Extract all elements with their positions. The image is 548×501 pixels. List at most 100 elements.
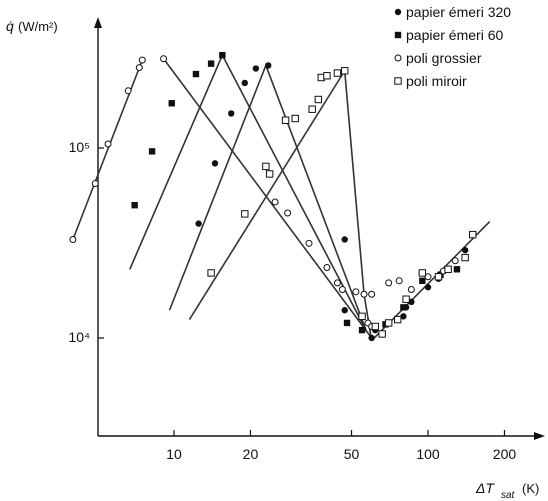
data-point <box>138 56 146 64</box>
data-point <box>160 55 168 63</box>
data-point <box>358 312 366 321</box>
data-point <box>469 230 477 239</box>
data-point <box>378 330 386 338</box>
data-point <box>333 69 342 77</box>
data-point <box>305 239 313 247</box>
trend-line <box>363 294 373 341</box>
data-point <box>395 277 403 285</box>
data-point <box>338 285 346 293</box>
data-point <box>265 62 272 69</box>
y-axis-arrowhead <box>94 17 102 28</box>
x-axis-unit: (K) <box>522 481 539 496</box>
data-point <box>281 116 290 124</box>
data-point <box>402 295 410 303</box>
x-axis-symbol: ΔT <box>475 480 495 496</box>
x-tick-label: 50 <box>344 446 360 462</box>
data-point <box>91 180 99 188</box>
data-point <box>358 326 366 334</box>
data-point <box>69 235 77 243</box>
trend-line <box>265 65 367 331</box>
data-point <box>228 110 235 117</box>
data-point <box>192 70 200 78</box>
y-tick-label: 10⁴ <box>68 329 90 345</box>
x-axis-ticks: 102050100200500 <box>166 430 517 462</box>
data-point <box>424 273 432 281</box>
data-point <box>207 60 215 67</box>
trend-lines <box>72 54 491 342</box>
data-point <box>124 87 132 95</box>
legend: papier émeri 320 papier émeri 60 poli gros… <box>394 4 511 89</box>
data-point <box>385 279 393 287</box>
trend-line <box>188 70 346 321</box>
data-points <box>69 51 477 342</box>
data-point <box>211 160 219 167</box>
legend-label: poli grossier <box>406 50 482 66</box>
data-point <box>368 290 376 298</box>
x-axis-subscript: sat <box>501 490 516 501</box>
series-open-circle <box>69 55 459 330</box>
data-point <box>323 72 331 80</box>
data-point <box>424 284 432 291</box>
series-filled-circle <box>195 62 469 342</box>
data-point <box>308 105 316 113</box>
data-point <box>434 273 443 281</box>
trend-line <box>162 58 373 339</box>
data-point <box>131 201 138 209</box>
legend-label: poli miroir <box>406 73 467 89</box>
data-point <box>291 114 299 123</box>
x-tick-label: 200 <box>493 446 517 462</box>
legend-label: papier émeri 320 <box>406 4 511 20</box>
legend-marker <box>394 31 402 39</box>
data-point <box>241 210 249 218</box>
y-axis-ticks: 10⁵ 10⁴ <box>68 139 104 345</box>
y-axis-symbol: q̇ <box>6 18 14 34</box>
data-point <box>451 257 459 265</box>
data-point <box>252 65 260 72</box>
data-point <box>368 334 375 342</box>
x-axis-label: ΔT sat (K) <box>475 480 539 501</box>
y-axis-unit: (W/m²) <box>18 19 58 34</box>
data-point <box>241 79 249 87</box>
legend-marker <box>394 54 402 62</box>
data-point <box>352 288 360 296</box>
data-point <box>343 319 351 327</box>
data-point <box>323 263 331 271</box>
series-open-square <box>207 67 477 338</box>
data-point <box>419 277 426 285</box>
data-point <box>262 162 270 171</box>
trend-line <box>343 70 365 295</box>
data-point <box>400 304 407 311</box>
data-point <box>271 198 279 206</box>
data-point <box>168 100 175 107</box>
data-point <box>400 313 407 320</box>
x-tick-label: 100 <box>416 446 440 462</box>
data-point <box>284 209 292 217</box>
trend-line <box>221 54 367 331</box>
data-point <box>265 170 274 178</box>
data-point <box>407 285 415 293</box>
data-point <box>341 67 349 75</box>
data-point <box>394 315 402 324</box>
x-tick-label: 10 <box>166 446 182 462</box>
data-point <box>341 307 348 314</box>
data-point <box>384 319 393 327</box>
data-point <box>219 51 226 59</box>
data-point <box>135 64 143 72</box>
data-point <box>207 269 215 277</box>
data-point <box>333 279 341 287</box>
y-axis-label: q̇ (W/m²) <box>6 18 58 34</box>
data-point <box>314 95 323 104</box>
data-point <box>341 236 348 243</box>
data-point <box>148 148 156 155</box>
data-point <box>461 253 469 262</box>
x-axis-arrowhead <box>534 432 545 440</box>
data-point <box>104 140 112 148</box>
data-point <box>461 246 469 254</box>
data-point <box>360 290 368 298</box>
x-tick-label: 20 <box>243 446 259 462</box>
data-point <box>195 220 202 227</box>
trend-line <box>129 54 224 270</box>
legend-marker <box>394 8 402 16</box>
